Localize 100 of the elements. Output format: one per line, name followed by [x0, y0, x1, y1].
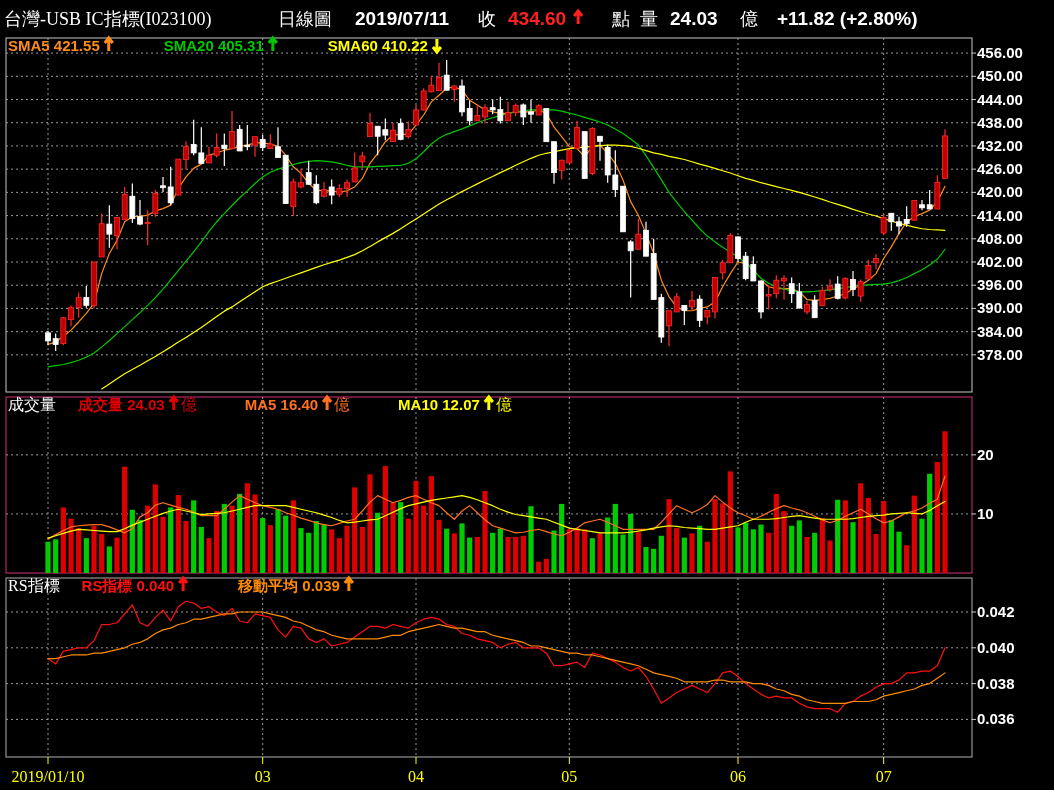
y-tick-label: 450.00	[977, 67, 1023, 85]
text: 434.60	[508, 8, 567, 29]
bar	[865, 497, 871, 573]
bar	[160, 516, 166, 573]
y-tick-label: 402.00	[977, 253, 1023, 271]
annotation: 億	[334, 396, 351, 413]
bar	[704, 541, 710, 573]
bar	[145, 505, 151, 573]
y-tick-label: 0.036	[977, 710, 1015, 728]
bar	[850, 522, 856, 573]
bar	[543, 558, 549, 573]
bar	[574, 528, 580, 573]
bar	[896, 531, 902, 573]
text: 量	[640, 9, 658, 29]
bar	[99, 534, 105, 573]
bar	[873, 534, 879, 573]
bar	[858, 483, 864, 573]
bar	[773, 493, 779, 573]
y-tick-label: 438.00	[977, 113, 1023, 131]
legend-label: MA5 16.40	[244, 396, 319, 413]
bar	[919, 518, 925, 573]
bar	[712, 499, 718, 573]
bar	[942, 431, 948, 573]
bar	[91, 525, 97, 573]
bar	[60, 507, 66, 573]
bar	[651, 548, 657, 573]
bar	[727, 471, 733, 573]
annotation: 億	[495, 396, 512, 413]
legend-label: SMA60 410.22	[327, 37, 428, 54]
bar	[827, 540, 833, 573]
bar	[421, 505, 427, 573]
chart-title: 台灣-USB IC指標(I023100)	[4, 9, 212, 30]
y-tick-label: 432.00	[977, 136, 1023, 154]
x-tick-label: 04	[408, 768, 424, 785]
y-tick-label: 414.00	[977, 206, 1023, 224]
bar	[551, 530, 557, 573]
bar	[221, 503, 227, 573]
bar	[842, 500, 848, 573]
bar	[597, 533, 603, 573]
x-tick-label: 05	[561, 768, 578, 785]
bar	[881, 500, 887, 573]
bar	[183, 521, 189, 573]
bar	[298, 528, 304, 573]
y-tick-label: 396.00	[977, 276, 1023, 294]
bar	[329, 529, 335, 573]
y-tick-label: 10	[977, 504, 994, 522]
bar	[367, 474, 373, 573]
bar	[911, 495, 917, 573]
bar	[566, 529, 572, 573]
bar	[428, 476, 434, 573]
y-tick-label: 0.038	[977, 674, 1015, 692]
bar	[819, 518, 825, 573]
bar	[191, 500, 197, 573]
line-series	[47, 600, 946, 713]
bar	[382, 466, 388, 573]
y-tick-label: 378.00	[977, 345, 1023, 363]
bar	[589, 538, 595, 573]
bar	[390, 502, 396, 573]
bar	[306, 532, 312, 573]
bar	[152, 484, 158, 573]
y-tick-label: 456.00	[977, 44, 1023, 62]
bar	[444, 528, 450, 573]
bar	[321, 523, 327, 573]
bar	[260, 518, 266, 573]
x-tick-label: 03	[254, 768, 271, 785]
bar	[505, 536, 511, 573]
annotation: 億	[180, 396, 197, 413]
bar	[497, 528, 503, 573]
line-series	[47, 611, 946, 704]
bar	[398, 502, 404, 573]
bar	[237, 493, 243, 573]
bar	[436, 519, 442, 573]
bar	[743, 522, 749, 573]
legend-label: MA10 12.07	[398, 396, 480, 413]
bar	[252, 494, 258, 573]
bar	[635, 532, 641, 573]
text: 億	[740, 9, 758, 29]
line-series	[47, 495, 946, 539]
bar	[559, 503, 565, 573]
bar	[766, 532, 772, 573]
bar	[482, 490, 488, 573]
y-tick-label: 408.00	[977, 229, 1023, 247]
legend-label: 移動平均 0.039	[237, 577, 340, 594]
y-tick-label: 384.00	[977, 322, 1023, 340]
bar	[490, 532, 496, 573]
bar	[536, 561, 542, 573]
bar	[283, 515, 289, 573]
text: 24.03	[670, 8, 718, 29]
y-tick-label: 390.00	[977, 299, 1023, 317]
bar	[804, 536, 810, 573]
y-tick-label: 0.040	[977, 638, 1015, 656]
bar	[344, 525, 350, 573]
bar	[689, 533, 695, 573]
bar	[53, 539, 59, 573]
y-tick-label: 444.00	[977, 90, 1023, 108]
bar	[720, 503, 726, 573]
bar	[206, 538, 212, 573]
bar	[129, 509, 135, 573]
bar	[336, 538, 342, 573]
bar	[214, 510, 220, 573]
